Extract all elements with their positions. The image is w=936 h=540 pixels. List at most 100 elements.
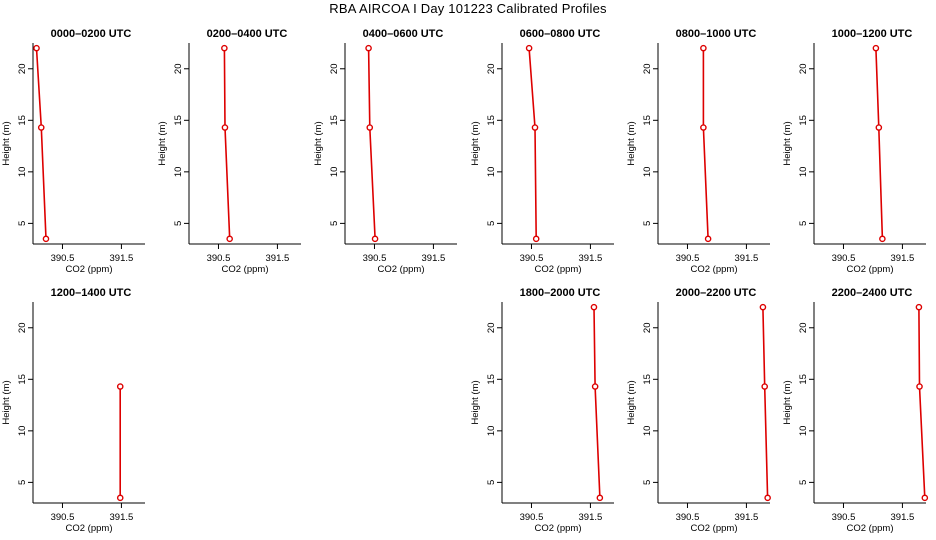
y-axis-label: Height (m): [470, 380, 481, 424]
y-tick-label: 5: [329, 221, 340, 226]
y-tick-label: 5: [486, 480, 497, 485]
profile-point: [875, 124, 883, 131]
x-axis-label: CO2 (ppm): [222, 264, 269, 275]
panel-title: 1200–1400 UTC: [51, 287, 132, 299]
y-tick-label: 15: [642, 115, 653, 126]
y-tick-label: 15: [486, 374, 497, 385]
profile-point: [764, 494, 771, 502]
profile-point: [759, 303, 767, 311]
x-tick-label: 391.5: [891, 253, 915, 264]
x-axis-label: CO2 (ppm): [847, 264, 894, 275]
profile-line: [367, 48, 376, 239]
x-tick-label: 390.5: [51, 253, 75, 264]
profile-point: [366, 124, 374, 131]
y-tick-label: 5: [642, 480, 653, 485]
y-tick-label: 20: [17, 63, 28, 74]
profile-point: [590, 303, 598, 311]
y-axis-label: Height (m): [626, 121, 637, 165]
y-tick-label: 20: [173, 63, 184, 74]
x-tick-label: 390.5: [676, 512, 700, 523]
profile-point: [37, 124, 45, 131]
y-tick-label: 10: [17, 167, 28, 178]
profile-point: [221, 44, 228, 52]
profile-point: [916, 383, 923, 390]
x-tick-label: 391.5: [579, 253, 603, 264]
y-axis-label: Height (m): [470, 121, 481, 165]
x-axis-label: CO2 (ppm): [66, 264, 113, 275]
panel-title: 1000–1200 UTC: [832, 28, 913, 40]
profile-panel: 0000–0200 UTC 390.5 391.5 5 10 15 20 CO2 (ppm) H…: [1, 28, 145, 275]
profile-point: [921, 494, 929, 502]
profile-panel: 0800–1000 UTC 390.5 391.5 5 10 15 20 CO2 (ppm) H…: [626, 28, 770, 275]
y-tick-label: 5: [17, 480, 28, 485]
profile-panel: 0200–0400 UTC 390.5 391.5 5 10 15 20 CO2 (ppm) H…: [157, 28, 301, 275]
profile-point: [872, 44, 880, 52]
y-tick-label: 15: [17, 115, 28, 126]
y-tick-label: 20: [486, 63, 497, 74]
profile-point: [591, 383, 599, 390]
y-tick-label: 15: [486, 115, 497, 126]
y-tick-label: 15: [798, 374, 809, 385]
profile-panel: 1800–2000 UTC 390.5 391.5 5 10 15 20 CO2 (ppm) H…: [470, 287, 614, 534]
y-tick-label: 5: [486, 221, 497, 226]
profile-panel: 1200–1400 UTC 390.5 391.5 5 10 15 20 CO2 (ppm) H…: [1, 287, 145, 534]
panel-title: 0800–1000 UTC: [676, 28, 757, 40]
profile-point: [532, 235, 540, 243]
profile-line: [762, 307, 769, 498]
x-axis-label: CO2 (ppm): [691, 264, 738, 275]
y-tick-label: 5: [173, 221, 184, 226]
y-tick-label: 15: [173, 115, 184, 126]
y-tick-label: 20: [329, 63, 340, 74]
profile-point: [365, 44, 372, 52]
profile-panel: 2000–2200 UTC 390.5 391.5 5 10 15 20 CO2 (ppm) H…: [626, 287, 771, 534]
y-axis-label: Height (m): [1, 121, 12, 165]
y-tick-label: 15: [329, 115, 340, 126]
profile-line: [223, 48, 231, 239]
x-axis-label: CO2 (ppm): [535, 523, 582, 534]
y-tick-label: 20: [17, 322, 28, 333]
profile-line: [35, 48, 47, 239]
y-tick-label: 20: [642, 63, 653, 74]
profile-point: [761, 383, 768, 390]
x-axis-label: CO2 (ppm): [535, 264, 582, 275]
profile-panel: 2200–2400 UTC 390.5 391.5 5 10 15 20 CO2 (ppm) H…: [782, 287, 929, 534]
y-tick-label: 10: [798, 167, 809, 178]
y-tick-label: 20: [486, 322, 497, 333]
profile-point: [525, 44, 533, 52]
profile-panel: 0600–0800 UTC 390.5 391.5 5 10 15 20 CO2 (ppm) H…: [470, 28, 614, 275]
y-axis-label: Height (m): [157, 121, 168, 165]
y-tick-label: 5: [798, 221, 809, 226]
profile-point: [704, 235, 712, 243]
y-tick-label: 5: [798, 480, 809, 485]
x-tick-label: 391.5: [110, 253, 134, 264]
x-tick-label: 391.5: [579, 512, 603, 523]
x-tick-label: 391.5: [110, 512, 134, 523]
profile-line: [918, 307, 926, 498]
x-tick-label: 390.5: [51, 512, 75, 523]
y-tick-label: 10: [642, 426, 653, 437]
panel-title: 0600–0800 UTC: [520, 28, 601, 40]
profile-point: [700, 44, 707, 52]
profile-point: [221, 124, 229, 131]
profile-point: [116, 494, 124, 502]
y-tick-label: 10: [642, 167, 653, 178]
x-tick-label: 390.5: [520, 253, 544, 264]
y-tick-label: 15: [17, 374, 28, 385]
y-tick-label: 10: [17, 426, 28, 437]
panel-title: 0000–0200 UTC: [51, 28, 132, 40]
profile-panel: 1000–1200 UTC 390.5 391.5 5 10 15 20 CO2 (ppm) H…: [782, 28, 926, 275]
y-tick-label: 10: [486, 167, 497, 178]
panel-title: 1800–2000 UTC: [520, 287, 601, 299]
panel-title: 2000–2200 UTC: [676, 287, 757, 299]
x-tick-label: 391.5: [422, 253, 446, 264]
x-axis-label: CO2 (ppm): [691, 523, 738, 534]
y-tick-label: 20: [642, 322, 653, 333]
y-tick-label: 20: [798, 322, 809, 333]
profile-point: [226, 235, 233, 243]
y-tick-label: 10: [798, 426, 809, 437]
chart-main-title: RBA AIRCOA I Day 101223 Calibrated Profi…: [329, 1, 607, 16]
x-axis-label: CO2 (ppm): [66, 523, 113, 534]
x-tick-label: 391.5: [891, 512, 915, 523]
x-axis-label: CO2 (ppm): [378, 264, 425, 275]
